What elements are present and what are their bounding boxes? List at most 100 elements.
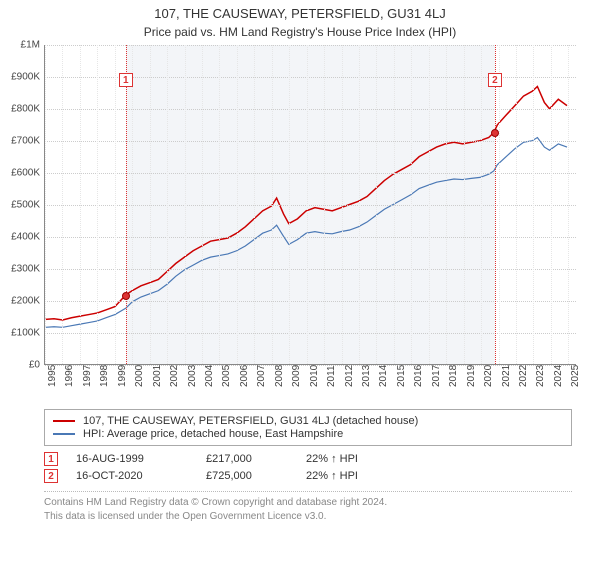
gridline-v — [394, 45, 395, 364]
gridline-v — [185, 45, 186, 364]
x-axis-label: 2004 — [204, 365, 215, 387]
gridline-v — [376, 45, 377, 364]
gridline-v — [551, 45, 552, 364]
x-axis-label: 2017 — [431, 365, 442, 387]
x-axis-label: 2010 — [309, 365, 320, 387]
transaction-row: 2 16-OCT-2020 £725,000 22% ↑ HPI — [44, 469, 600, 483]
gridline-v — [411, 45, 412, 364]
x-axis-label: 2012 — [344, 365, 355, 387]
gridline-v — [464, 45, 465, 364]
chart-area: 12 £0£100K£200K£300K£400K£500K£600K£700K… — [0, 45, 600, 405]
gridline-h — [45, 301, 576, 302]
gridline-h — [45, 237, 576, 238]
x-axis-label: 2025 — [570, 365, 581, 387]
footer-line: This data is licensed under the Open Gov… — [44, 510, 572, 524]
gridline-v — [132, 45, 133, 364]
x-axis-label: 1996 — [64, 365, 75, 387]
transaction-dot-icon — [122, 292, 130, 300]
y-axis-label: £800K — [2, 104, 40, 115]
x-axis-label: 2005 — [221, 365, 232, 387]
transaction-delta: 22% ↑ HPI — [306, 453, 406, 465]
gridline-h — [45, 205, 576, 206]
x-axis-label: 2006 — [239, 365, 250, 387]
gridline-v — [342, 45, 343, 364]
x-axis-label: 2019 — [466, 365, 477, 387]
y-axis-label: £200K — [2, 296, 40, 307]
x-axis-label: 2003 — [187, 365, 198, 387]
transaction-marker-icon: 2 — [44, 469, 58, 483]
gridline-v — [219, 45, 220, 364]
gridline-v — [324, 45, 325, 364]
gridline-v — [115, 45, 116, 364]
y-axis-label: £400K — [2, 232, 40, 243]
x-axis-label: 2002 — [169, 365, 180, 387]
gridline-v — [446, 45, 447, 364]
gridline-h — [45, 269, 576, 270]
gridline-v — [516, 45, 517, 364]
gridline-v — [359, 45, 360, 364]
gridline-v — [80, 45, 81, 364]
transaction-price: £217,000 — [206, 453, 306, 465]
gridline-v — [533, 45, 534, 364]
legend-box: 107, THE CAUSEWAY, PETERSFIELD, GU31 4LJ… — [44, 409, 572, 446]
gridline-v — [97, 45, 98, 364]
x-axis-label: 2020 — [483, 365, 494, 387]
marker-box-icon: 1 — [119, 73, 133, 87]
gridline-v — [237, 45, 238, 364]
x-axis-label: 2021 — [501, 365, 512, 387]
x-axis-label: 1998 — [99, 365, 110, 387]
x-axis-label: 2023 — [535, 365, 546, 387]
y-axis-label: £100K — [2, 328, 40, 339]
legend-swatch-hpi — [53, 433, 75, 435]
gridline-h — [45, 173, 576, 174]
marker-line — [126, 45, 127, 364]
x-axis-label: 2008 — [274, 365, 285, 387]
y-axis-label: £700K — [2, 136, 40, 147]
transaction-dot-icon — [491, 129, 499, 137]
footer-attribution: Contains HM Land Registry data © Crown c… — [44, 491, 572, 523]
x-axis-label: 2022 — [518, 365, 529, 387]
footer-line: Contains HM Land Registry data © Crown c… — [44, 496, 572, 510]
transaction-delta: 22% ↑ HPI — [306, 470, 406, 482]
gridline-h — [45, 109, 576, 110]
transaction-marker-icon: 1 — [44, 452, 58, 466]
x-axis-label: 2007 — [256, 365, 267, 387]
gridline-v — [307, 45, 308, 364]
gridline-v — [202, 45, 203, 364]
legend-swatch-property — [53, 420, 75, 422]
y-axis-label: £0 — [2, 360, 40, 371]
gridline-v — [254, 45, 255, 364]
y-axis-label: £300K — [2, 264, 40, 275]
gridline-v — [481, 45, 482, 364]
gridline-v — [45, 45, 46, 364]
marker-line — [495, 45, 496, 364]
y-axis-label: £600K — [2, 168, 40, 179]
gridline-v — [499, 45, 500, 364]
chart-subtitle: Price paid vs. HM Land Registry's House … — [0, 25, 600, 39]
gridline-h — [45, 333, 576, 334]
gridline-h — [45, 45, 576, 46]
x-axis-label: 2013 — [361, 365, 372, 387]
x-axis-label: 1997 — [82, 365, 93, 387]
plot-region: 12 — [44, 45, 576, 365]
x-axis-label: 2018 — [448, 365, 459, 387]
transaction-date: 16-AUG-1999 — [76, 453, 206, 465]
legend-label-property: 107, THE CAUSEWAY, PETERSFIELD, GU31 4LJ… — [83, 415, 418, 427]
x-axis-label: 1999 — [117, 365, 128, 387]
y-axis-label: £1M — [2, 40, 40, 51]
x-axis-label: 2014 — [378, 365, 389, 387]
legend-row-property: 107, THE CAUSEWAY, PETERSFIELD, GU31 4LJ… — [53, 415, 563, 427]
marker-box-icon: 2 — [488, 73, 502, 87]
gridline-v — [150, 45, 151, 364]
legend-label-hpi: HPI: Average price, detached house, East… — [83, 428, 343, 440]
x-axis-label: 2001 — [152, 365, 163, 387]
gridline-v — [429, 45, 430, 364]
gridline-v — [568, 45, 569, 364]
transactions-list: 1 16-AUG-1999 £217,000 22% ↑ HPI 2 16-OC… — [44, 452, 600, 483]
x-axis-label: 2015 — [396, 365, 407, 387]
y-axis-label: £900K — [2, 72, 40, 83]
x-axis-label: 2011 — [326, 365, 337, 387]
transaction-price: £725,000 — [206, 470, 306, 482]
gridline-v — [272, 45, 273, 364]
legend-row-hpi: HPI: Average price, detached house, East… — [53, 428, 563, 440]
